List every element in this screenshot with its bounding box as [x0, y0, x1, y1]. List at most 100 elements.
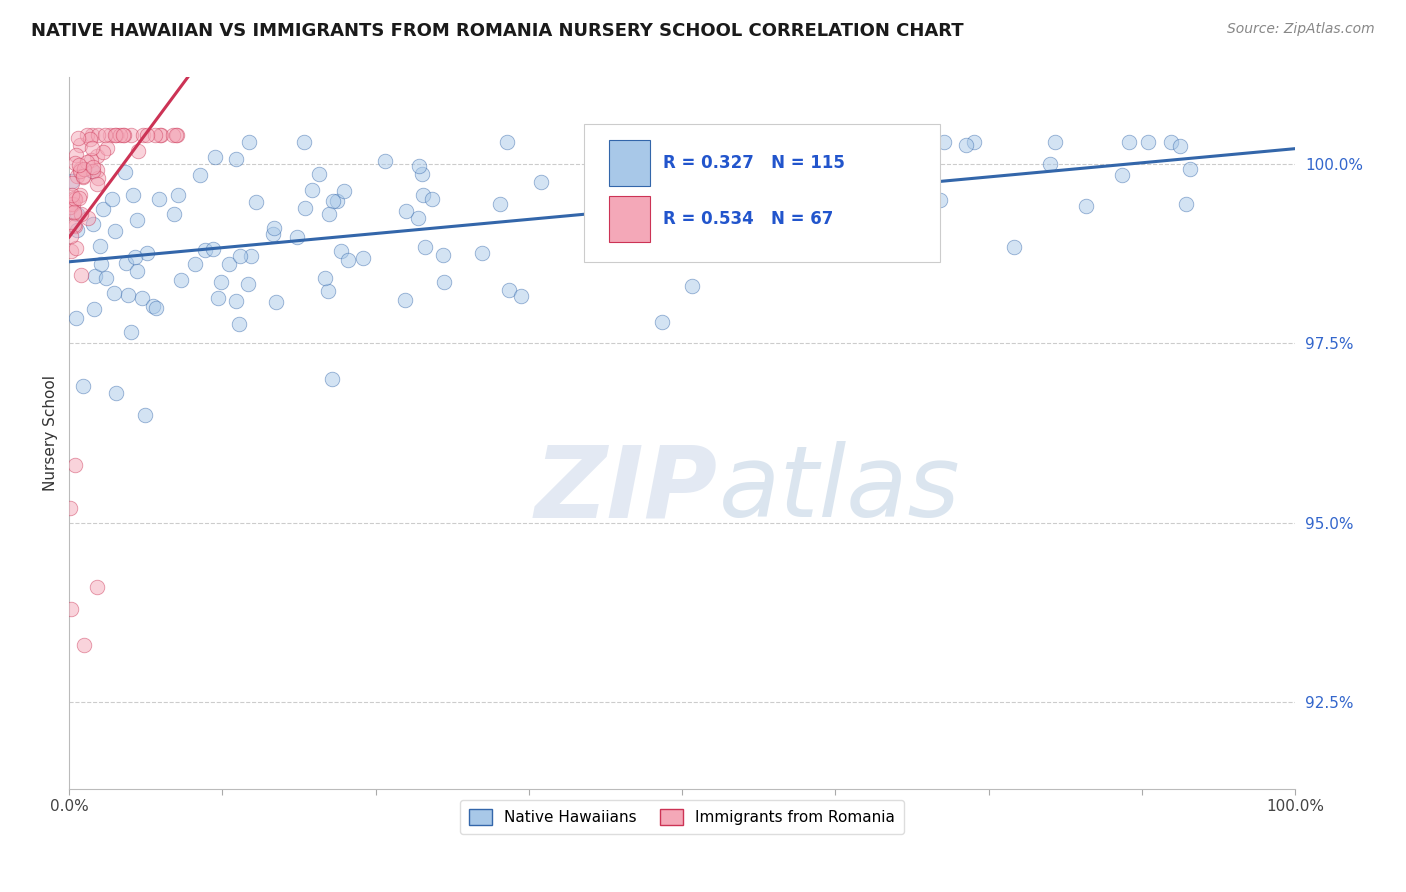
- Point: [69, 163, 91, 178]
- Point: [201, 242, 224, 256]
- FancyBboxPatch shape: [609, 140, 651, 186]
- Point: [374, 153, 396, 168]
- Point: [83, 269, 105, 284]
- Point: [86, 163, 108, 178]
- Point: [432, 248, 454, 262]
- Point: [294, 135, 316, 149]
- Point: [101, 192, 124, 206]
- Point: [72, 379, 94, 393]
- Point: [316, 284, 339, 298]
- Point: [63, 155, 86, 169]
- Point: [69, 161, 91, 176]
- Point: [82, 217, 104, 231]
- Point: [103, 286, 125, 301]
- Point: [59, 200, 82, 214]
- Point: [411, 167, 433, 181]
- Point: [928, 193, 950, 207]
- Point: [67, 191, 90, 205]
- Point: [105, 128, 128, 142]
- Point: [122, 188, 145, 202]
- Point: [62, 196, 84, 211]
- Point: [333, 184, 356, 198]
- Point: [1137, 135, 1160, 149]
- Point: [96, 270, 118, 285]
- Point: [80, 140, 103, 154]
- Point: [238, 135, 260, 149]
- Point: [262, 227, 284, 241]
- Point: [143, 128, 166, 142]
- FancyBboxPatch shape: [583, 124, 939, 262]
- Point: [70, 207, 93, 221]
- Point: [761, 199, 783, 213]
- Point: [69, 188, 91, 202]
- Point: [87, 170, 110, 185]
- Point: [318, 207, 340, 221]
- Point: [162, 128, 184, 142]
- Point: [706, 223, 728, 237]
- Point: [60, 602, 83, 616]
- Point: [165, 128, 187, 142]
- Point: [170, 273, 193, 287]
- Point: [112, 128, 135, 142]
- Text: NATIVE HAWAIIAN VS IMMIGRANTS FROM ROMANIA NURSERY SCHOOL CORRELATION CHART: NATIVE HAWAIIAN VS IMMIGRANTS FROM ROMAN…: [31, 22, 963, 40]
- Text: ZIP: ZIP: [536, 442, 718, 539]
- Point: [72, 169, 94, 183]
- Point: [69, 268, 91, 282]
- Point: [108, 128, 131, 142]
- Point: [1174, 196, 1197, 211]
- Point: [79, 131, 101, 145]
- Point: [1074, 199, 1097, 213]
- Point: [98, 128, 121, 142]
- Point: [498, 283, 520, 297]
- Point: [86, 581, 108, 595]
- Point: [86, 149, 108, 163]
- Point: [150, 128, 173, 142]
- Point: [184, 256, 207, 270]
- Point: [136, 246, 159, 260]
- Point: [890, 183, 912, 197]
- Point: [127, 213, 149, 227]
- Point: [207, 291, 229, 305]
- Point: [65, 241, 87, 255]
- Point: [406, 211, 429, 226]
- Point: [614, 224, 637, 238]
- Point: [83, 301, 105, 316]
- Point: [322, 194, 344, 208]
- Point: [69, 138, 91, 153]
- Point: [73, 162, 96, 177]
- Point: [120, 128, 142, 142]
- Point: [963, 135, 986, 149]
- Point: [77, 211, 100, 225]
- Point: [1039, 157, 1062, 171]
- Point: [1111, 168, 1133, 182]
- Point: [321, 372, 343, 386]
- Point: [67, 158, 90, 172]
- Point: [301, 183, 323, 197]
- Legend: Native Hawaiians, Immigrants from Romania: Native Hawaiians, Immigrants from Romani…: [460, 800, 904, 834]
- Point: [60, 188, 83, 202]
- FancyBboxPatch shape: [609, 196, 651, 242]
- Point: [194, 243, 217, 257]
- Point: [471, 246, 494, 260]
- Point: [82, 164, 104, 178]
- Point: [82, 160, 104, 174]
- Point: [228, 317, 250, 331]
- Point: [432, 276, 454, 290]
- Point: [132, 128, 155, 142]
- Point: [163, 207, 186, 221]
- Point: [683, 148, 706, 162]
- Point: [90, 257, 112, 271]
- Point: [89, 238, 111, 252]
- Point: [105, 386, 128, 401]
- Point: [112, 128, 135, 142]
- Point: [60, 196, 83, 211]
- Point: [80, 153, 103, 167]
- Point: [731, 158, 754, 172]
- Point: [412, 188, 434, 202]
- Point: [1002, 240, 1025, 254]
- Point: [142, 300, 165, 314]
- Point: [59, 244, 82, 258]
- Point: [530, 175, 553, 189]
- Point: [65, 219, 87, 233]
- Text: R = 0.534   N = 67: R = 0.534 N = 67: [662, 210, 832, 228]
